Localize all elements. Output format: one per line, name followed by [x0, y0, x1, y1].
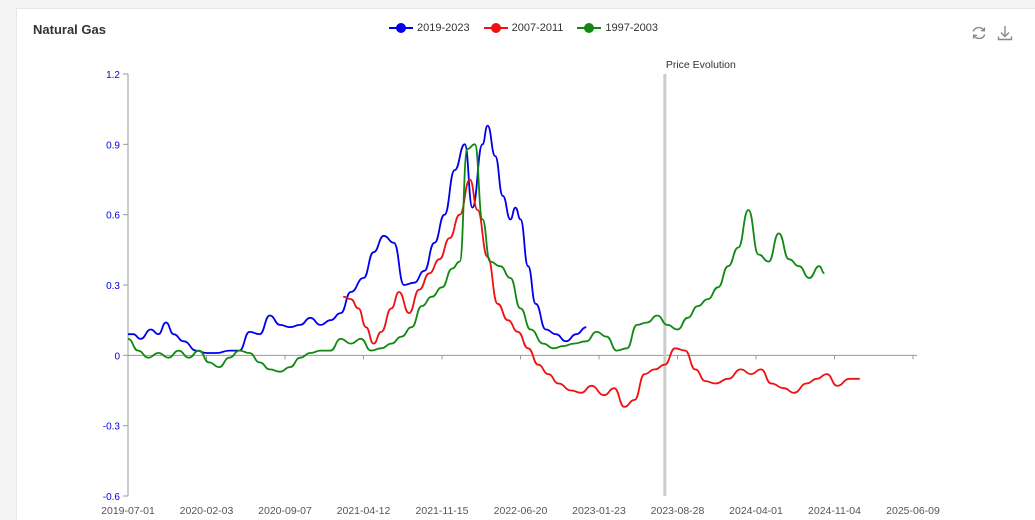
x-tick-label: 2020-02-03: [180, 505, 234, 517]
refresh-icon[interactable]: [970, 24, 988, 42]
x-tick-label: 2025-06-09: [886, 505, 940, 517]
legend-marker-icon: [389, 23, 413, 33]
y-tick-label: 1.2: [106, 70, 120, 81]
x-tick-label: 2024-11-04: [808, 505, 861, 517]
series-line-2007-2011: [343, 178, 860, 408]
y-tick-label: -0.6: [103, 492, 121, 503]
x-tick-label: 2023-08-28: [651, 505, 705, 517]
chart-toolbar: [970, 24, 1014, 42]
chart-legend: 2019-2023 2007-2011 1997-2003: [389, 22, 658, 34]
y-tick-label: 0: [114, 351, 120, 362]
y-tick-label: 0.9: [106, 140, 120, 151]
x-tick-label: 2020-09-07: [258, 505, 312, 517]
y-tick-label: 0.6: [106, 211, 120, 222]
legend-label: 2007-2011: [511, 22, 564, 34]
legend-label: 2019-2023: [417, 22, 470, 34]
x-tick-label: 2021-04-12: [337, 505, 391, 517]
x-tick-label: 2019-07-01: [101, 505, 155, 517]
legend-marker-icon: [577, 23, 602, 33]
download-icon[interactable]: [996, 24, 1014, 42]
x-tick-label: 2024-04-01: [729, 505, 783, 517]
series-line-2019-2023: [128, 124, 587, 354]
legend-item-1997-2003[interactable]: 1997-2003: [577, 22, 658, 34]
chart-title: Natural Gas: [33, 22, 106, 37]
y-tick-label: 0.3: [106, 281, 120, 292]
legend-label: 1997-2003: [605, 22, 659, 34]
legend-item-2019-2023[interactable]: 2019-2023: [389, 22, 470, 34]
legend-marker-icon: [483, 23, 508, 33]
x-tick-label: 2022-06-20: [494, 505, 548, 517]
x-tick-label: 2023-01-23: [572, 505, 626, 517]
x-tick-label: 2021-11-15: [416, 505, 469, 517]
annotation-label: Price Evolution: [666, 59, 736, 71]
series-line-1997-2003: [127, 143, 825, 373]
chart-card: Natural Gas 2019-2023 2007-2011 1997-200…: [16, 8, 1035, 520]
y-tick-label: -0.3: [103, 422, 121, 433]
legend-item-2007-2011[interactable]: 2007-2011: [483, 22, 564, 34]
